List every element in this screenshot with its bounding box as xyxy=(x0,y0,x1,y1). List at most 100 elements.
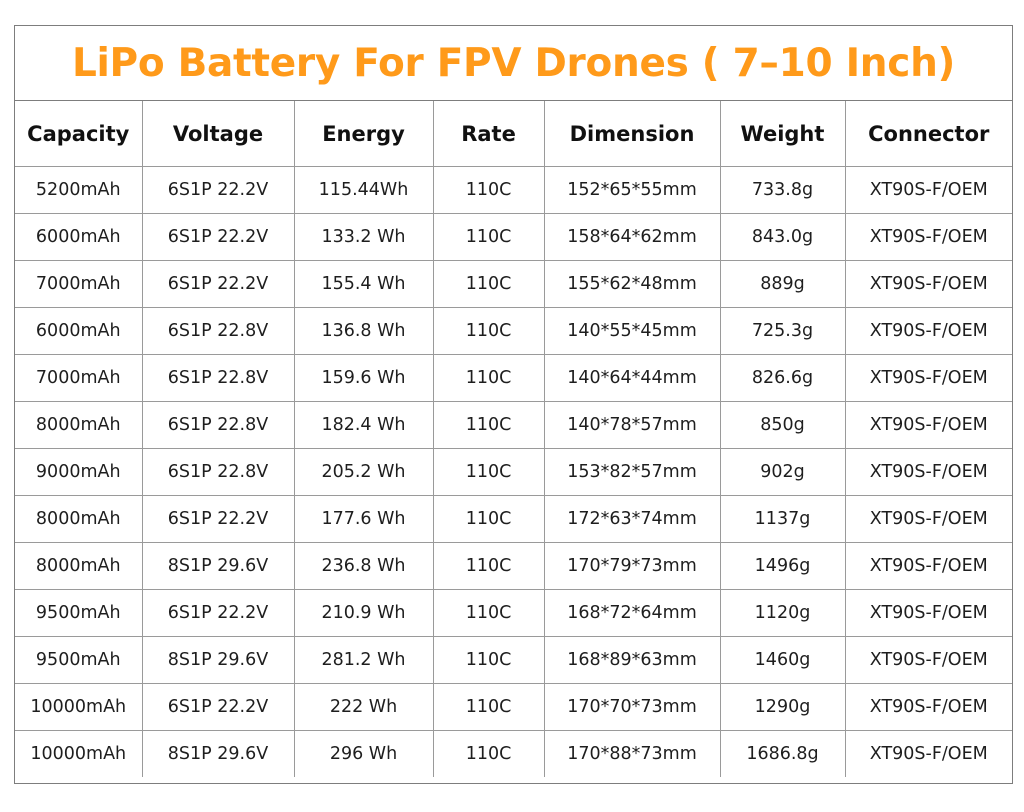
cell-rate: 110C xyxy=(433,589,545,637)
cell-voltage: 6S1P 22.2V xyxy=(142,495,295,543)
cell-dimension: 140*55*45mm xyxy=(544,307,721,355)
cell-capacity: 10000mAh xyxy=(15,730,143,777)
cell-capacity: 10000mAh xyxy=(15,683,143,731)
table-row: 8000mAh 6S1P 22.2V 177.6 Wh 110C 172*63*74mm… xyxy=(15,495,1012,543)
cell-connector: XT90S-F/OEM xyxy=(845,401,1012,449)
table-row: 10000mAh 6S1P 22.2V 222 Wh 110C 170*70*73mm 1… xyxy=(15,683,1012,731)
cell-weight: 1120g xyxy=(720,589,846,637)
table-row: 9500mAh 8S1P 29.6V 281.2 Wh 110C 168*89*63mm… xyxy=(15,636,1012,684)
table-row: 8000mAh 8S1P 29.6V 236.8 Wh 110C 170*79*73mm… xyxy=(15,542,1012,590)
cell-energy: 222 Wh xyxy=(294,683,434,731)
cell-voltage: 6S1P 22.8V xyxy=(142,448,295,496)
cell-dimension: 170*79*73mm xyxy=(544,542,721,590)
cell-voltage: 6S1P 22.2V xyxy=(142,260,295,308)
table-row: 7000mAh 6S1P 22.2V 155.4 Wh 110C 155*62*48mm… xyxy=(15,260,1012,308)
cell-rate: 110C xyxy=(433,260,545,308)
cell-weight: 1290g xyxy=(720,683,846,731)
cell-connector: XT90S-F/OEM xyxy=(845,354,1012,402)
cell-rate: 110C xyxy=(433,683,545,731)
header-dimension: Dimension xyxy=(544,101,721,167)
cell-voltage: 6S1P 22.2V xyxy=(142,213,295,261)
cell-dimension: 172*63*74mm xyxy=(544,495,721,543)
cell-energy: 155.4 Wh xyxy=(294,260,434,308)
cell-voltage: 6S1P 22.8V xyxy=(142,307,295,355)
cell-capacity: 8000mAh xyxy=(15,401,143,449)
header-rate: Rate xyxy=(433,101,545,167)
table-row: 9000mAh 6S1P 22.8V 205.2 Wh 110C 153*82*57mm… xyxy=(15,448,1012,496)
cell-weight: 889g xyxy=(720,260,846,308)
cell-weight: 725.3g xyxy=(720,307,846,355)
cell-voltage: 8S1P 29.6V xyxy=(142,636,295,684)
header-connector: Connector xyxy=(845,101,1012,167)
cell-connector: XT90S-F/OEM xyxy=(845,636,1012,684)
cell-voltage: 8S1P 29.6V xyxy=(142,730,295,777)
cell-dimension: 140*78*57mm xyxy=(544,401,721,449)
battery-spec-table: Capacity Voltage Energy Rate Dimension W… xyxy=(15,101,1012,777)
cell-energy: 205.2 Wh xyxy=(294,448,434,496)
table-row: 10000mAh 8S1P 29.6V 296 Wh 110C 170*88*73mm 1… xyxy=(15,730,1012,777)
cell-connector: XT90S-F/OEM xyxy=(845,213,1012,261)
table-row: 7000mAh 6S1P 22.8V 159.6 Wh 110C 140*64*44mm… xyxy=(15,354,1012,402)
cell-capacity: 8000mAh xyxy=(15,542,143,590)
cell-energy: 210.9 Wh xyxy=(294,589,434,637)
cell-energy: 136.8 Wh xyxy=(294,307,434,355)
cell-connector: XT90S-F/OEM xyxy=(845,495,1012,543)
cell-voltage: 6S1P 22.2V xyxy=(142,589,295,637)
cell-voltage: 6S1P 22.8V xyxy=(142,401,295,449)
cell-capacity: 7000mAh xyxy=(15,260,143,308)
cell-connector: XT90S-F/OEM xyxy=(845,542,1012,590)
header-energy: Energy xyxy=(294,101,434,167)
table-header-row: Capacity Voltage Energy Rate Dimension W… xyxy=(15,101,1012,167)
cell-dimension: 140*64*44mm xyxy=(544,354,721,402)
cell-dimension: 153*82*57mm xyxy=(544,448,721,496)
cell-voltage: 6S1P 22.2V xyxy=(142,166,295,214)
cell-connector: XT90S-F/OEM xyxy=(845,260,1012,308)
cell-connector: XT90S-F/OEM xyxy=(845,307,1012,355)
cell-rate: 110C xyxy=(433,448,545,496)
cell-rate: 110C xyxy=(433,636,545,684)
cell-capacity: 5200mAh xyxy=(15,166,143,214)
cell-rate: 110C xyxy=(433,401,545,449)
cell-weight: 826.6g xyxy=(720,354,846,402)
title-bar: LiPo Battery For FPV Drones ( 7–10 Inch) xyxy=(15,26,1012,101)
cell-energy: 159.6 Wh xyxy=(294,354,434,402)
table-row: 6000mAh 6S1P 22.8V 136.8 Wh 110C 140*55*45mm… xyxy=(15,307,1012,355)
table-row: 5200mAh 6S1P 22.2V 115.44Wh 110C 152*65*55mm… xyxy=(15,166,1012,214)
cell-weight: 902g xyxy=(720,448,846,496)
cell-energy: 133.2 Wh xyxy=(294,213,434,261)
cell-energy: 115.44Wh xyxy=(294,166,434,214)
cell-rate: 110C xyxy=(433,542,545,590)
cell-connector: XT90S-F/OEM xyxy=(845,166,1012,214)
cell-capacity: 6000mAh xyxy=(15,307,143,355)
cell-connector: XT90S-F/OEM xyxy=(845,448,1012,496)
table-row: 8000mAh 6S1P 22.8V 182.4 Wh 110C 140*78*57mm… xyxy=(15,401,1012,449)
cell-voltage: 6S1P 22.8V xyxy=(142,354,295,402)
battery-spec-sheet: LiPo Battery For FPV Drones ( 7–10 Inch)… xyxy=(14,25,1013,784)
cell-dimension: 170*88*73mm xyxy=(544,730,721,777)
cell-connector: XT90S-F/OEM xyxy=(869,744,988,764)
cell-voltage: 6S1P 22.2V xyxy=(142,683,295,731)
cell-rate: 110C xyxy=(433,354,545,402)
cell-dimension: 155*62*48mm xyxy=(544,260,721,308)
cell-energy: 236.8 Wh xyxy=(294,542,434,590)
header-voltage: Voltage xyxy=(142,101,295,167)
cell-dimension: 152*65*55mm xyxy=(544,166,721,214)
cell-dimension: 170*70*73mm xyxy=(544,683,721,731)
cell-capacity: 9500mAh xyxy=(15,636,143,684)
cell-rate: 110C xyxy=(433,213,545,261)
cell-weight: 733.8g xyxy=(720,166,846,214)
cell-capacity: 9000mAh xyxy=(15,448,143,496)
cell-rate: 110C xyxy=(433,166,545,214)
cell-weight: 843.0g xyxy=(720,213,846,261)
cell-connector: XT90S-F/OEM xyxy=(845,683,1012,731)
cell-energy: 182.4 Wh xyxy=(294,401,434,449)
cell-weight: 850g xyxy=(720,401,846,449)
cell-energy: 281.2 Wh xyxy=(294,636,434,684)
table-row: 6000mAh 6S1P 22.2V 133.2 Wh 110C 158*64*62mm… xyxy=(15,213,1012,261)
header-weight: Weight xyxy=(720,101,846,167)
cell-dimension: 168*72*64mm xyxy=(544,589,721,637)
page-title: LiPo Battery For FPV Drones ( 7–10 Inch) xyxy=(71,40,956,86)
cell-rate: 110C xyxy=(433,730,545,777)
cell-rate: 110C xyxy=(433,307,545,355)
header-capacity: Capacity xyxy=(15,101,143,167)
